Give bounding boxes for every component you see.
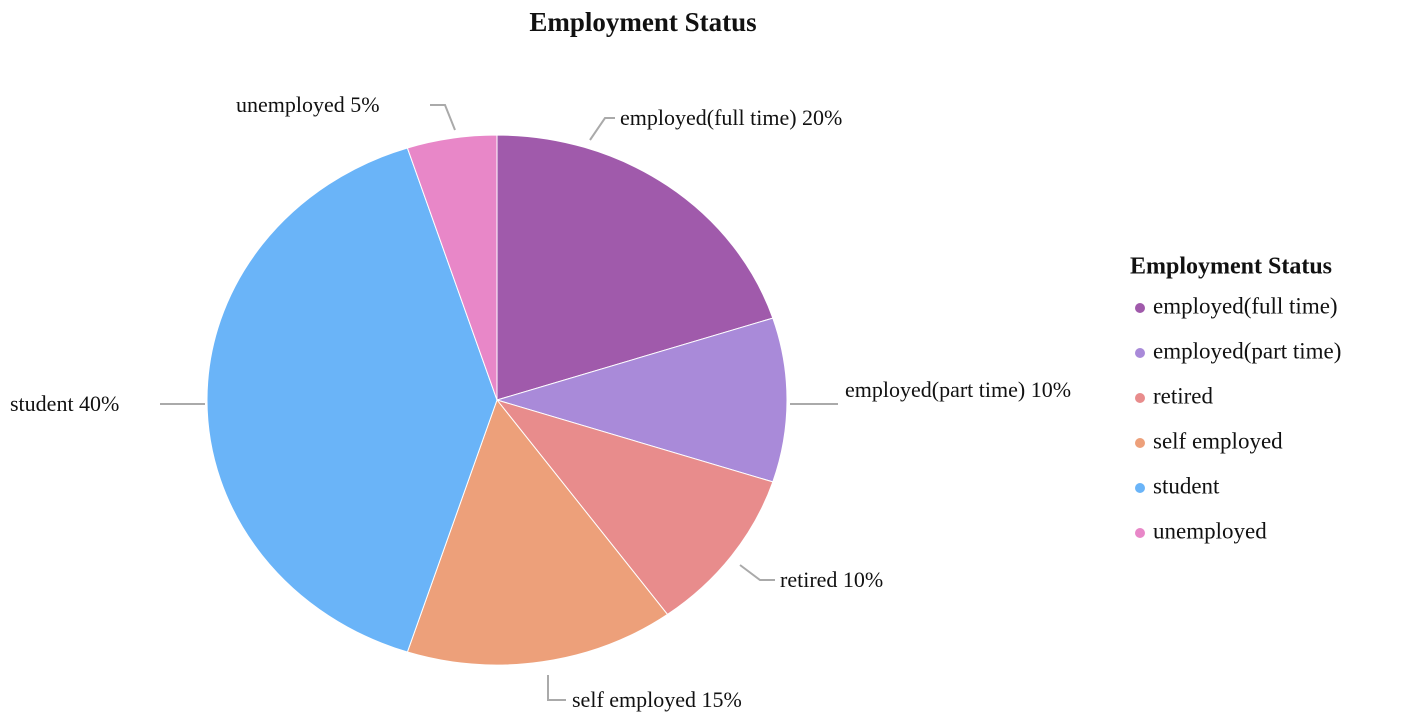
data-label: employed(full time) 20% bbox=[620, 105, 843, 130]
legend-marker bbox=[1135, 393, 1145, 403]
legend-label: unemployed bbox=[1153, 518, 1267, 543]
data-label: self employed 15% bbox=[572, 687, 742, 712]
data-label: student 40% bbox=[10, 391, 120, 416]
pie-slice bbox=[206, 147, 498, 653]
leader-line bbox=[430, 104, 456, 131]
legend-label: employed(full time) bbox=[1153, 293, 1338, 318]
legend-label: employed(part time) bbox=[1153, 338, 1341, 363]
pie-slice bbox=[406, 398, 669, 666]
legend-label: retired bbox=[1153, 383, 1214, 408]
pie-slice bbox=[406, 134, 498, 401]
leader-line bbox=[547, 675, 566, 701]
pie-slice bbox=[496, 134, 774, 401]
legend-marker bbox=[1135, 483, 1145, 493]
legend-label: self employed bbox=[1153, 428, 1283, 453]
legend-label: student bbox=[1153, 473, 1220, 498]
legend-marker bbox=[1135, 303, 1145, 313]
legend-title: Employment Status bbox=[1130, 254, 1332, 280]
pie-slice bbox=[495, 317, 788, 483]
chart-title: Employment Status bbox=[529, 7, 756, 37]
legend-marker bbox=[1135, 348, 1145, 358]
data-label: retired 10% bbox=[780, 567, 884, 592]
leader-line bbox=[739, 564, 775, 581]
leader-line bbox=[589, 117, 615, 141]
data-label: unemployed 5% bbox=[236, 92, 380, 117]
data-label: employed(part time) 10% bbox=[845, 377, 1072, 402]
pie-slice bbox=[495, 399, 774, 616]
legend-marker bbox=[1135, 438, 1145, 448]
legend-marker bbox=[1135, 528, 1145, 538]
